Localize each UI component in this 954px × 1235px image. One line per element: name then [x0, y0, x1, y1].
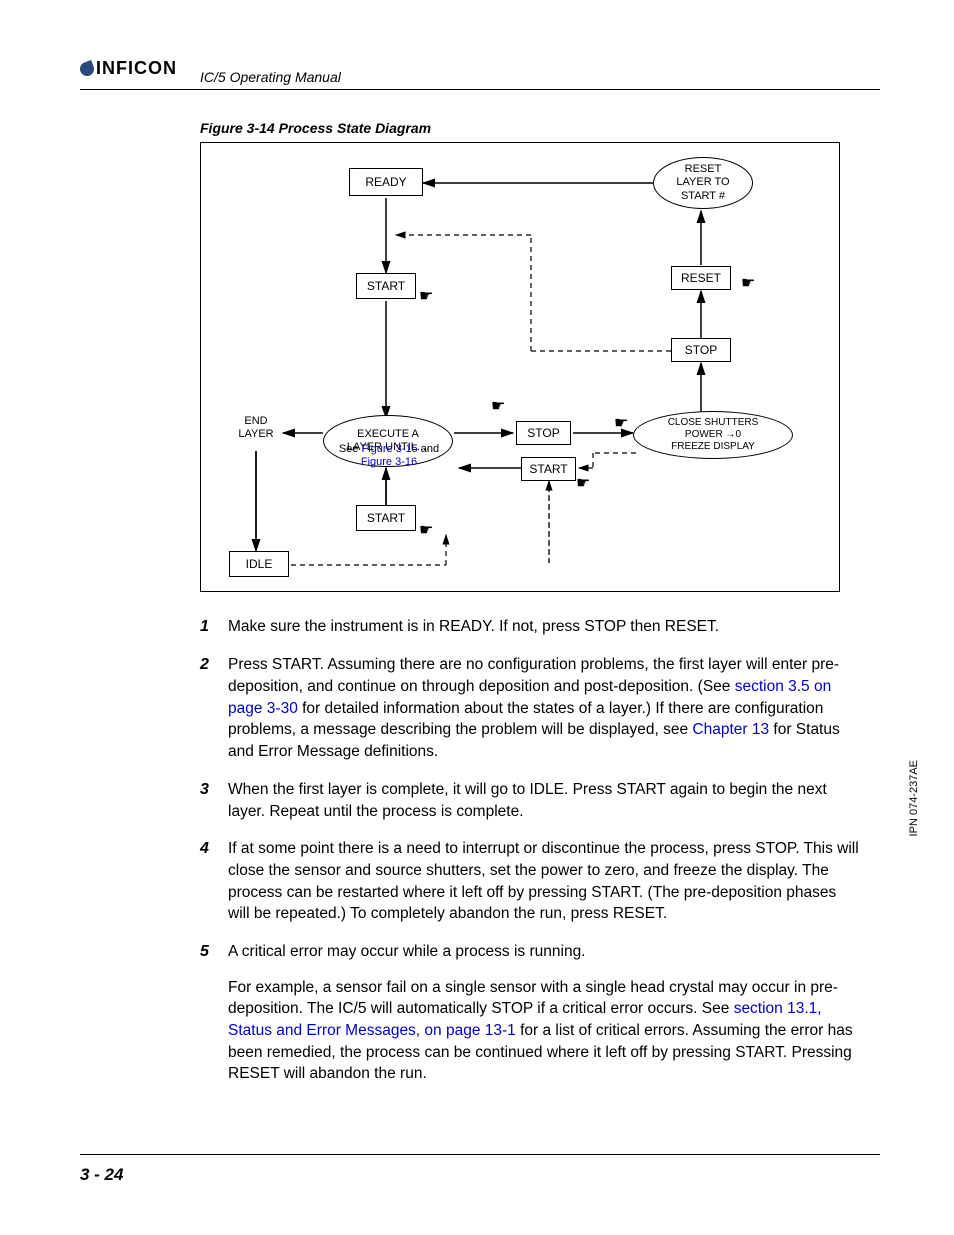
- list-number: 4: [200, 838, 228, 925]
- svg-text:☛: ☛: [491, 398, 505, 415]
- svg-text:☛: ☛: [614, 415, 628, 432]
- diagram-arrows: ☛ ☛ ☛ ☛ ☛ ☛: [201, 143, 841, 593]
- node-idle: IDLE: [229, 551, 289, 577]
- list-text: Make sure the instrument is in READY. If…: [228, 616, 860, 638]
- page-number: 3 - 24: [80, 1165, 123, 1185]
- node-start-mid: START: [521, 457, 576, 481]
- node-reset: RESET: [671, 266, 731, 290]
- node-close-shutters: CLOSE SHUTTERSPOWER →0FREEZE DISPLAY: [633, 411, 793, 459]
- figure-caption: Figure 3-14 Process State Diagram: [200, 120, 860, 136]
- node-reset-layer: RESETLAYER TOSTART #: [653, 157, 753, 209]
- list-text: If at some point there is a need to inte…: [228, 838, 860, 925]
- list-item: 1Make sure the instrument is in READY. I…: [200, 616, 860, 638]
- state-diagram: ☛ ☛ ☛ ☛ ☛ ☛ READY START EXECUTE A LAYER …: [200, 142, 840, 592]
- list-text: When the first layer is complete, it wil…: [228, 779, 860, 822]
- list-item: 3When the first layer is complete, it wi…: [200, 779, 860, 822]
- logo: INFICON: [80, 58, 177, 79]
- node-ready: READY: [349, 168, 423, 196]
- inficon-logo-icon: [78, 60, 96, 78]
- list-item: 5A critical error may occur while a proc…: [200, 941, 860, 1085]
- list-number: 3: [200, 779, 228, 822]
- list-number: 2: [200, 654, 228, 762]
- svg-text:☛: ☛: [419, 288, 433, 305]
- node-start: START: [356, 273, 416, 299]
- numbered-list: 1Make sure the instrument is in READY. I…: [200, 616, 860, 1085]
- side-ipn-code: IPN 074-237AE: [908, 760, 920, 836]
- svg-text:☛: ☛: [576, 475, 590, 492]
- node-start-bottom: START: [356, 505, 416, 531]
- page-header: INFICON IC/5 Operating Manual: [80, 60, 880, 90]
- node-execute-l1: EXECUTE A: [357, 428, 419, 441]
- list-item: 2Press START. Assuming there are no conf…: [200, 654, 860, 762]
- list-text: Press START. Assuming there are no confi…: [228, 654, 860, 762]
- svg-text:☛: ☛: [419, 522, 433, 539]
- footer-rule: [80, 1154, 880, 1155]
- node-end-layer: ENDLAYER: [229, 415, 283, 441]
- node-stop-mid: STOP: [516, 421, 571, 445]
- node-stop-right: STOP: [671, 338, 731, 362]
- list-number: 1: [200, 616, 228, 638]
- logo-text: INFICON: [96, 58, 177, 78]
- list-item: 4If at some point there is a need to int…: [200, 838, 860, 925]
- node-execute-sub: See Figure 3-15 and Figure 3-16: [319, 443, 459, 469]
- svg-text:☛: ☛: [741, 275, 755, 292]
- list-text: A critical error may occur while a proce…: [228, 941, 860, 1085]
- manual-title: IC/5 Operating Manual: [200, 69, 341, 85]
- list-number: 5: [200, 941, 228, 1085]
